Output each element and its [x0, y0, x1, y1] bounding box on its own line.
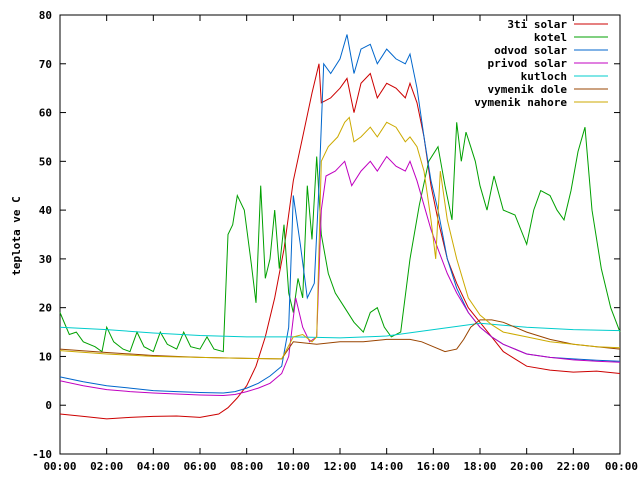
x-tick-label: 14:00 — [370, 460, 403, 473]
legend-label: privod solar — [488, 57, 568, 70]
legend-label: 3ti solar — [507, 18, 567, 31]
y-tick-label: 50 — [39, 155, 52, 168]
series-lines — [59, 34, 621, 420]
series-line-vymenik-nahore — [59, 116, 621, 360]
y-tick-label: 70 — [39, 58, 52, 71]
legend-label: vymenik nahore — [474, 96, 567, 109]
y-tick-label: 20 — [39, 302, 52, 315]
x-axis-ticks: 00:00 02:00 04:00 06:00 08:00 10:00 12:00 14:00… — [43, 15, 638, 473]
series-line-privod-solar — [59, 155, 621, 397]
legend-label: kotel — [534, 31, 567, 44]
y-tick-label: 80 — [39, 9, 52, 22]
x-tick-label: 02:00 — [90, 460, 123, 473]
series-line-vymenik-dole — [59, 319, 621, 360]
y-tick-label: 10 — [39, 350, 52, 363]
x-tick-label: 12:00 — [323, 460, 356, 473]
y-tick-label: 30 — [39, 253, 52, 266]
x-tick-label: 00:00 — [605, 460, 638, 473]
x-tick-label: 10:00 — [277, 460, 310, 473]
legend-label: vymenik dole — [488, 83, 568, 96]
y-axis-ticks: -10 0 10 20 30 40 50 60 70 80 — [32, 9, 620, 461]
series-line-kotel — [59, 122, 621, 353]
legend-label: kutloch — [521, 70, 567, 83]
x-tick-label: 06:00 — [183, 460, 216, 473]
y-tick-label: 0 — [45, 399, 52, 412]
x-tick-label: 18:00 — [463, 460, 496, 473]
x-tick-label: 08:00 — [230, 460, 263, 473]
series-line-3ti-solar — [59, 63, 621, 420]
x-tick-label: 22:00 — [557, 460, 590, 473]
y-tick-label: 60 — [39, 107, 52, 120]
y-tick-label: 40 — [39, 204, 52, 217]
y-axis-label: teplota ve C — [10, 196, 23, 275]
x-tick-label: 16:00 — [417, 460, 450, 473]
legend-label: odvod solar — [494, 44, 567, 57]
y-tick-label: -10 — [32, 448, 52, 461]
x-tick-label: 00:00 — [43, 460, 76, 473]
x-tick-label: 20:00 — [510, 460, 543, 473]
series-line-kutloch — [59, 322, 621, 339]
x-tick-label: 04:00 — [137, 460, 170, 473]
